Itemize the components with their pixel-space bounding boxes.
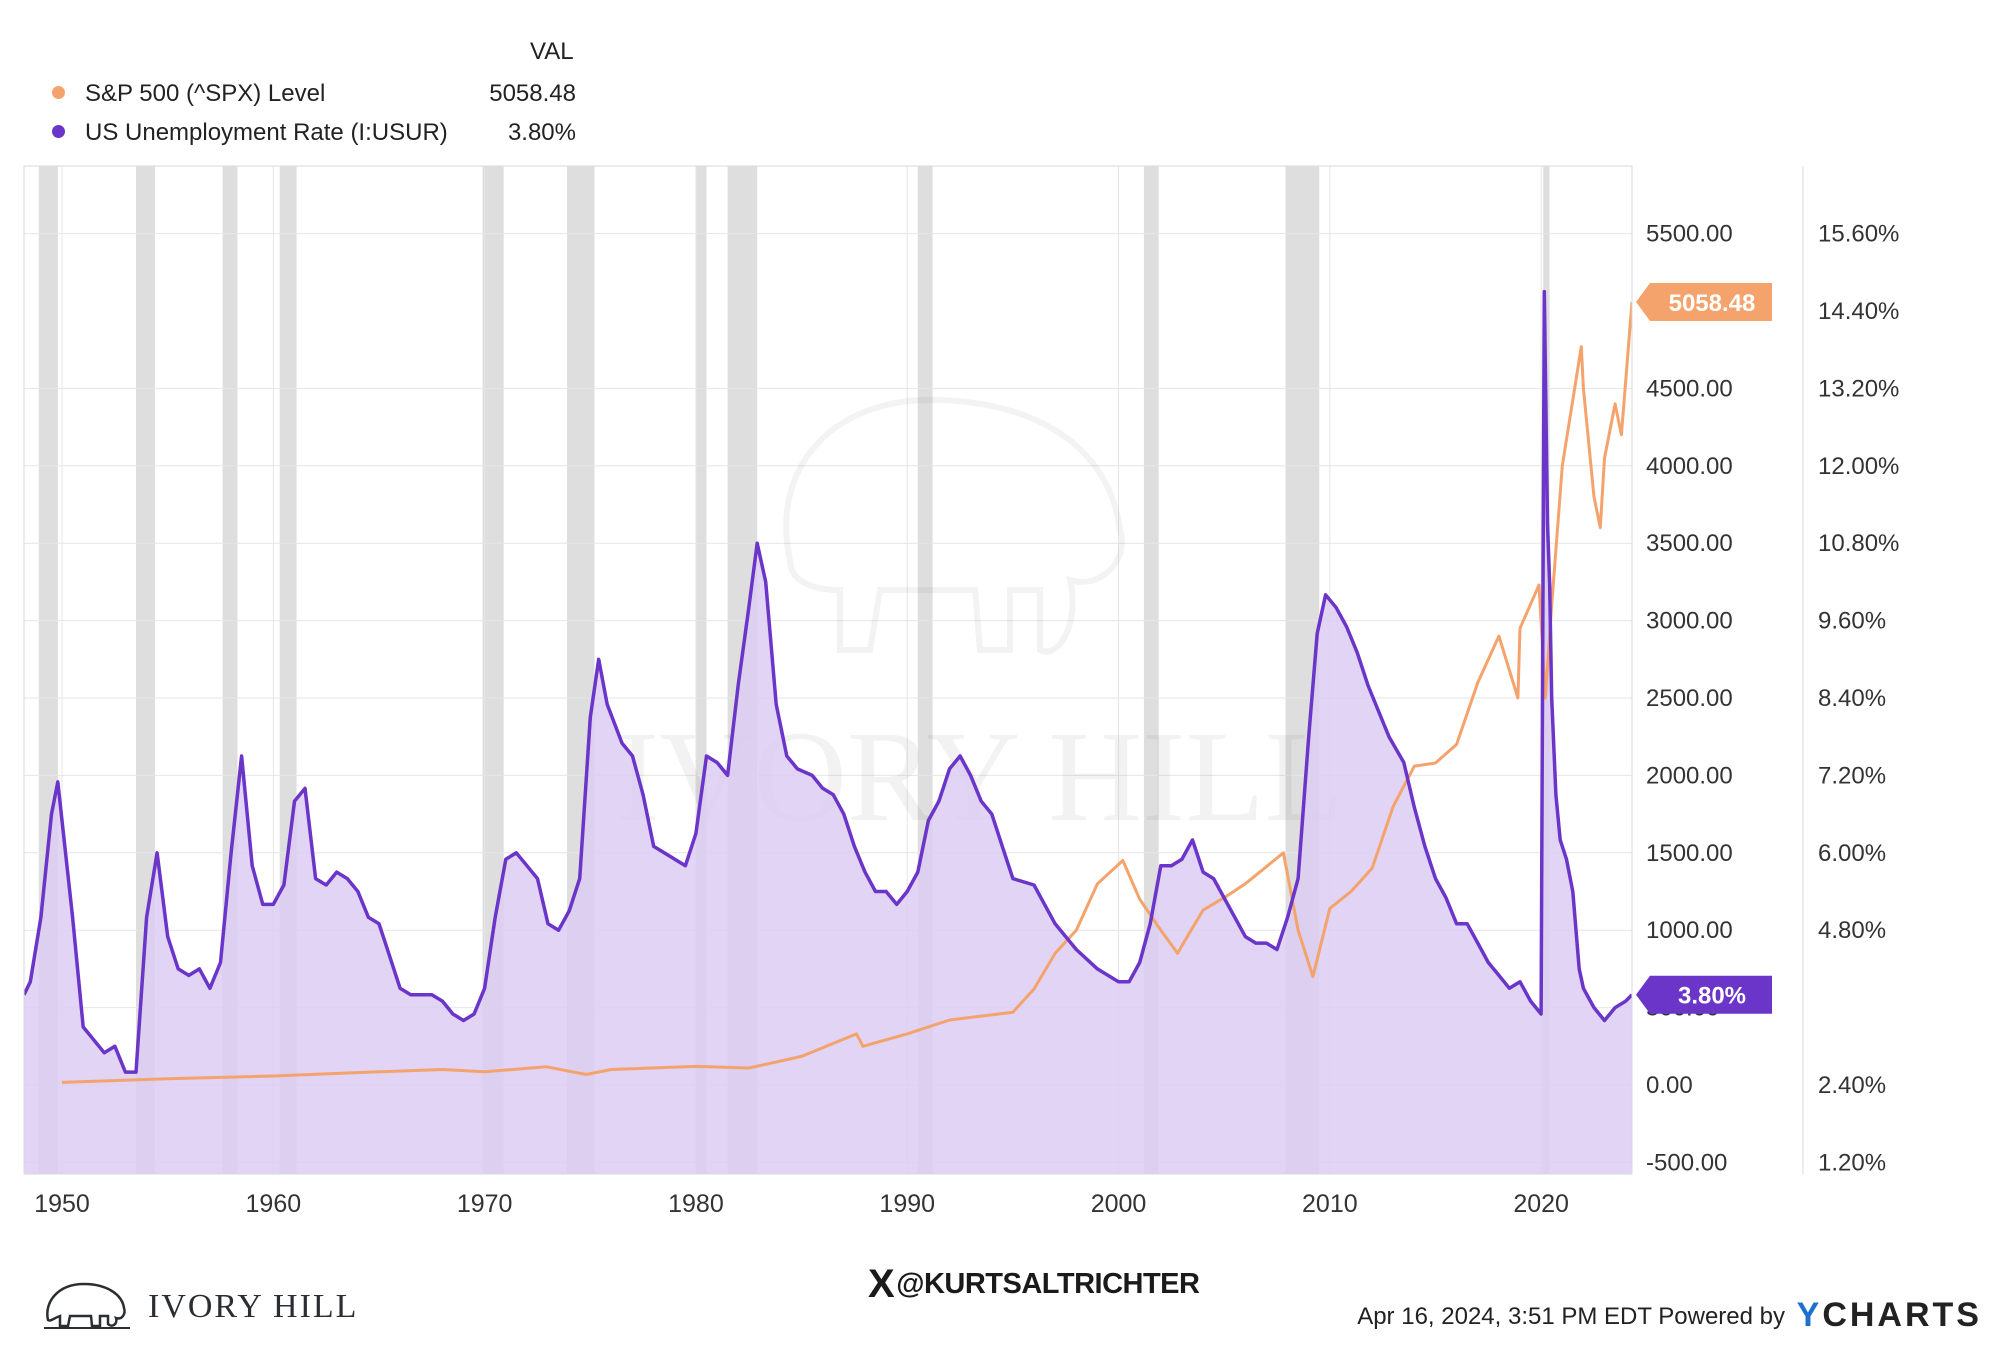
x-tick-label: 1950 — [34, 1190, 90, 1218]
left-tick-label: 2500.00 — [1646, 685, 1733, 712]
left-tick-label: 3000.00 — [1646, 608, 1733, 635]
right-tick-label: 9.60% — [1818, 608, 1886, 635]
legend-label: US Unemployment Rate (I:USUR) — [85, 119, 448, 146]
value-tag-background — [1636, 975, 1772, 1014]
x-tick-label: 1980 — [668, 1190, 724, 1218]
left-tick-label: -500.00 — [1646, 1149, 1727, 1176]
ycharts-wordmark: CHARTS — [1822, 1296, 1982, 1334]
x-tick-label: 1970 — [457, 1190, 513, 1218]
left-tick-label: 1500.00 — [1646, 840, 1733, 867]
elephant-logo-icon — [44, 1282, 130, 1329]
right-axis: 15.60% 14.40% 13.20% 12.00% 10.80% 9.60% 8.40%… — [1818, 221, 1899, 1177]
ycharts-mark-icon: Y — [1796, 1296, 1823, 1334]
left-tick-label: 4000.00 — [1646, 453, 1733, 480]
legend-item-sp500[interactable]: S&P 500 (^SPX) Level 5058.48 — [52, 80, 576, 108]
right-tick-label: 6.00% — [1818, 840, 1886, 867]
timestamp: Apr 16, 2024, 3:51 PM EDT Powered by — [1357, 1303, 1785, 1330]
legend-value: 3.80% — [507, 119, 576, 146]
unemployment-area — [24, 291, 1632, 1174]
x-tick-label: 1960 — [246, 1190, 302, 1218]
legend-value: 5058.48 — [489, 80, 576, 107]
x-tick-label: 1990 — [879, 1190, 935, 1218]
legend-item-unemployment[interactable]: US Unemployment Rate (I:USUR) 3.80% — [52, 119, 576, 147]
left-axis: 5500.00 4500.00 4000.00 3500.00 3000.00 2500.… — [1646, 221, 1733, 1177]
right-tick-label: 14.40% — [1818, 298, 1899, 325]
right-tick-label: 15.60% — [1818, 221, 1899, 248]
right-tick-label: 4.80% — [1818, 917, 1886, 944]
x-axis: 1950 1960 1970 1980 1990 2000 2010 2020 — [34, 1190, 1569, 1218]
legend-label: S&P 500 (^SPX) Level — [85, 80, 326, 107]
left-tick-label: 4500.00 — [1646, 375, 1733, 402]
sp500-dot-icon — [52, 86, 65, 100]
right-tick-label: 1.20% — [1818, 1149, 1886, 1176]
left-tick-label: 5500.00 — [1646, 221, 1733, 248]
unemployment-value-tag: 3.80% — [1636, 975, 1772, 1014]
x-tick-label: 2020 — [1513, 1190, 1569, 1218]
ycharts-logo[interactable]: YCHARTS — [1797, 1296, 1982, 1335]
recession-band — [695, 166, 707, 1174]
value-tag-label: 3.80% — [1678, 983, 1746, 1010]
value-tag-label: 5058.48 — [1669, 290, 1756, 317]
x-tick-label: 2000 — [1091, 1190, 1147, 1218]
x-tick-label: 2010 — [1302, 1190, 1358, 1218]
social-handle-text: @KURTSALTRICHTER — [896, 1268, 1200, 1300]
plot-border — [23, 165, 1633, 1175]
left-tick-label: 1000.00 — [1646, 917, 1733, 944]
social-handle[interactable]: X@KURTSALTRICHTER — [868, 1262, 1200, 1307]
right-tick-label: 12.00% — [1818, 453, 1899, 480]
last-value-tags: 5058.48 3.80% — [1636, 282, 1772, 1014]
x-logo-icon: X — [868, 1262, 895, 1306]
sp500-value-tag: 5058.48 — [1636, 282, 1772, 321]
brand-name: IVORY HILL — [148, 1288, 359, 1325]
left-tick-label: 3500.00 — [1646, 530, 1733, 557]
right-tick-label: 8.40% — [1818, 685, 1886, 712]
legend-header: VAL — [530, 38, 574, 65]
left-tick-label: 2000.00 — [1646, 762, 1733, 789]
unemployment-line — [24, 289, 1632, 1074]
right-tick-label: 10.80% — [1818, 530, 1899, 557]
right-tick-label: 13.20% — [1818, 375, 1899, 402]
unemployment-dot-icon — [52, 125, 65, 139]
right-tick-label: 7.20% — [1818, 762, 1886, 789]
left-tick-label: 0.00 — [1646, 1072, 1693, 1099]
right-tick-label: 2.40% — [1818, 1072, 1886, 1099]
value-tag-background — [1636, 282, 1772, 321]
